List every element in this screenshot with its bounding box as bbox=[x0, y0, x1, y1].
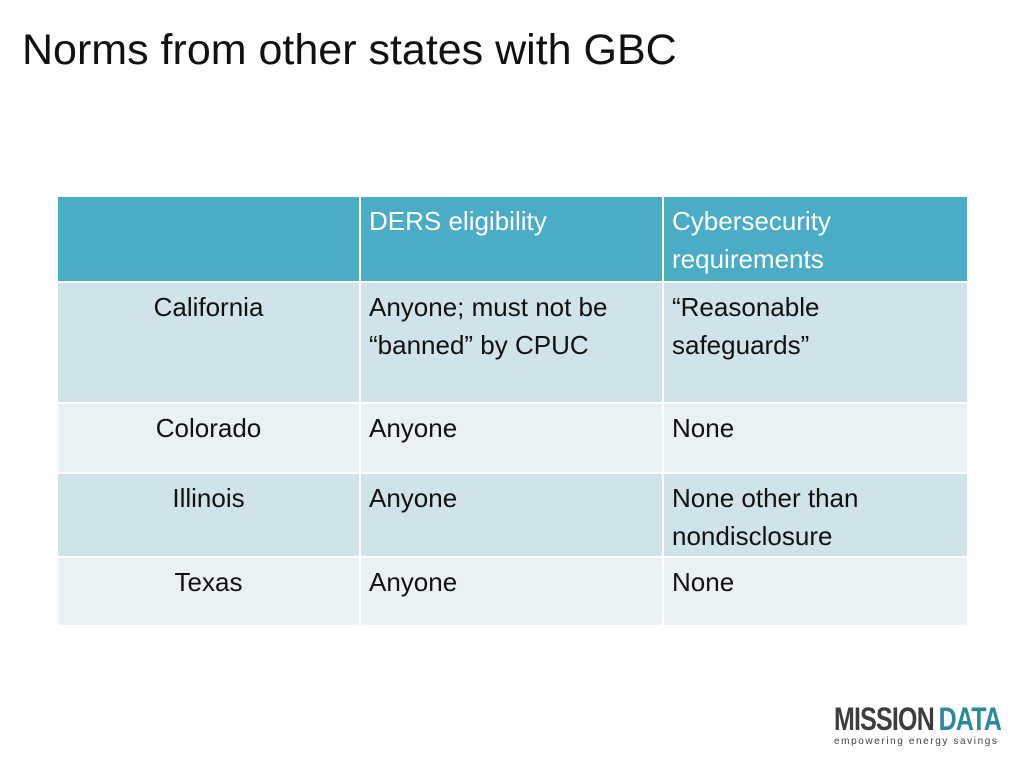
state-cell: Texas bbox=[56, 556, 361, 627]
table-cell: None bbox=[662, 402, 969, 474]
logo-tagline: empowering energy savings bbox=[834, 736, 999, 747]
header-row: DERS eligibility Cybersecurity requiremen… bbox=[56, 195, 969, 283]
table-cell: None bbox=[662, 556, 969, 627]
header-cell: Cybersecurity requirements bbox=[662, 195, 969, 283]
table-row: Texas Anyone None bbox=[56, 556, 969, 627]
table-cell: Anyone bbox=[359, 556, 664, 627]
state-cell: Colorado bbox=[56, 402, 361, 474]
table-row: California Anyone; must not be “banned” b… bbox=[56, 281, 969, 404]
comparison-table: DERS eligibility Cybersecurity requiremen… bbox=[56, 195, 969, 627]
logo: MISSION DATA empowering energy savings bbox=[834, 701, 1002, 747]
table-cell: Anyone bbox=[359, 402, 664, 474]
table-cell: None other than nondisclosure bbox=[662, 472, 969, 558]
logo-word: DATA bbox=[938, 701, 1002, 737]
logo-wordmark: MISSION DATA bbox=[834, 701, 1002, 737]
table-cell: Anyone bbox=[359, 472, 664, 558]
table-row: Colorado Anyone None bbox=[56, 402, 969, 474]
state-cell: Illinois bbox=[56, 472, 361, 558]
state-cell: California bbox=[56, 281, 361, 404]
table-cell: Anyone; must not be “banned” by CPUC bbox=[359, 281, 664, 404]
slide-title: Norms from other states with GBC bbox=[22, 26, 677, 74]
header-cell bbox=[56, 195, 361, 283]
header-cell: DERS eligibility bbox=[359, 195, 664, 283]
table-cell: “Reasonable safeguards” bbox=[662, 281, 969, 404]
table-row: Illinois Anyone None other than nondisclos… bbox=[56, 472, 969, 558]
logo-word: MISSION bbox=[834, 701, 935, 737]
